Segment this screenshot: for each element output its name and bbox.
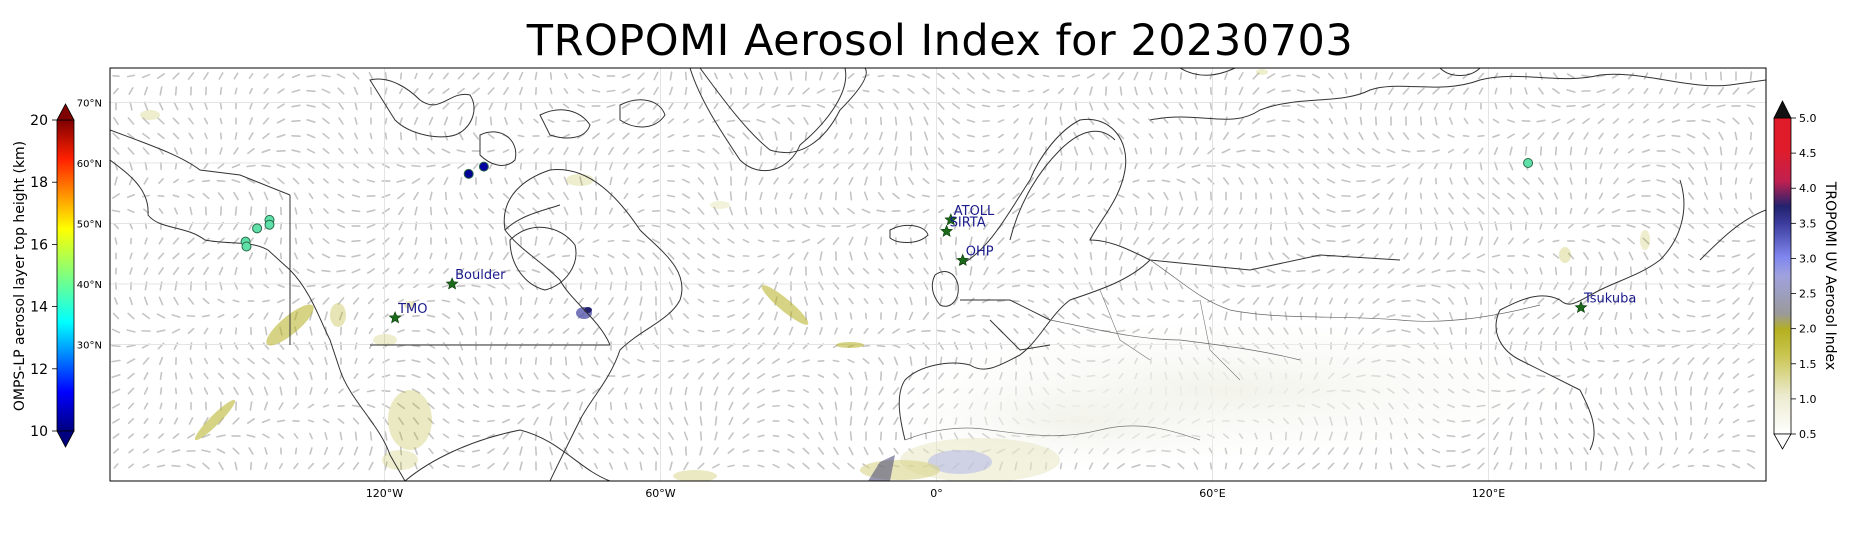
left-colorbar-tick: 18	[30, 175, 48, 191]
site-marker	[940, 224, 954, 237]
right-colorbar-min-extend	[1773, 433, 1792, 450]
right-colorbar-tick: 0.5	[1799, 428, 1817, 441]
right-colorbar-tick: 2.5	[1799, 288, 1817, 301]
omps-point	[478, 161, 489, 172]
lat-tick-label: 30°N	[77, 341, 102, 352]
right-colorbar-tick: 1.0	[1799, 393, 1817, 406]
site-label: TMO	[397, 302, 427, 317]
right-colorbar-tick: 1.5	[1799, 358, 1817, 371]
omps-point	[463, 168, 474, 179]
site-marker	[388, 311, 402, 324]
left-colorbar-label: OMPS-LP aerosol layer top height (km)	[12, 141, 28, 411]
lon-tick-label: 60°E	[1199, 487, 1225, 500]
lon-tick-label: 120°W	[366, 487, 403, 500]
right-colorbar-label: TROPOMI UV Aerosol Index	[1822, 181, 1838, 370]
lat-tick-label: 60°N	[77, 159, 102, 170]
site-marker	[944, 213, 958, 226]
latitude-labels: 70°N 60°N 50°N 40°N 30°N	[77, 99, 102, 352]
right-colorbar-tick: 5.0	[1799, 112, 1817, 125]
lat-tick-label: 40°N	[77, 280, 102, 291]
left-colorbar: 10 12 14 16 18 20 OMPS-LP aerosol layer top h…	[12, 103, 75, 448]
site-label: ATOLL	[954, 204, 995, 219]
omps-point	[252, 223, 263, 234]
lat-tick-label: 50°N	[77, 220, 102, 231]
right-colorbar-tick: 3.5	[1799, 217, 1817, 230]
lon-tick-label: 0°	[930, 487, 943, 500]
map-title: TROPOMI Aerosol Index for 20230703	[526, 16, 1354, 66]
site-marker	[956, 253, 970, 266]
left-colorbar-tick: 16	[30, 237, 48, 253]
dust-plume	[860, 320, 1560, 481]
omps-points	[240, 158, 1534, 252]
right-colorbar-tick: 4.0	[1799, 182, 1817, 195]
longitude-ticks: 120°W 60°W 0° 60°E 120°E	[366, 487, 1505, 500]
left-colorbar-tick: 10	[30, 424, 48, 440]
site-marker	[445, 277, 459, 290]
lat-tick-label: 70°N	[77, 99, 102, 110]
right-colorbar-max-extend	[1773, 100, 1792, 119]
site-label: Boulder	[455, 268, 506, 283]
coastlines	[110, 68, 1766, 481]
left-colorbar-tick: 20	[30, 113, 48, 129]
site-label: SIRTA	[950, 215, 986, 230]
right-colorbar-tick: 4.5	[1799, 147, 1817, 160]
aerosol-hotspot	[576, 307, 592, 319]
right-colorbar-tick: 3.0	[1799, 252, 1817, 265]
left-colorbar-tick: 12	[30, 362, 48, 378]
lon-tick-label: 60°W	[645, 487, 675, 500]
omps-point	[264, 219, 275, 230]
right-colorbar: 0.5 1.0 1.5 2.0 2.5 3.0 3.5 4.0 4.5 5.0 TROPOMI U…	[1773, 100, 1838, 450]
omps-point	[241, 241, 252, 252]
right-colorbar-tick: 2.0	[1799, 323, 1817, 336]
left-colorbar-min-extend	[56, 430, 75, 448]
left-colorbar-tick: 14	[30, 300, 48, 316]
site-marker	[1574, 300, 1588, 314]
lon-tick-label: 120°E	[1472, 487, 1505, 500]
site-label: OHP	[966, 244, 994, 259]
omps-point	[1523, 158, 1534, 168]
left-colorbar-max-extend	[56, 103, 75, 121]
site-label: Tsukuba	[1583, 292, 1636, 307]
map-border	[109, 67, 1767, 482]
